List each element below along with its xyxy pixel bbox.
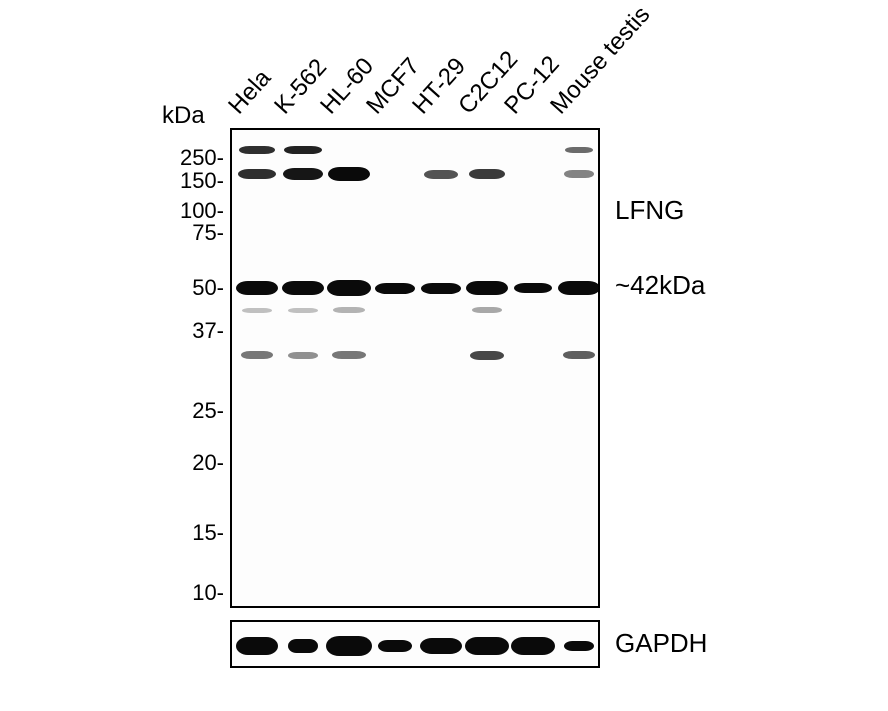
lane-labels-group: HelaK-562HL-60MCF7HT-29C2C12PC-12Mouse t… bbox=[230, 10, 650, 120]
band bbox=[282, 281, 324, 295]
mw-marker: 37- bbox=[164, 318, 224, 344]
band bbox=[327, 280, 371, 296]
mw-marker: 50- bbox=[164, 275, 224, 301]
band bbox=[563, 351, 595, 359]
band bbox=[284, 146, 322, 154]
mw-marker: 20- bbox=[164, 450, 224, 476]
band bbox=[421, 283, 461, 294]
band bbox=[288, 308, 318, 313]
band bbox=[564, 170, 594, 178]
band bbox=[466, 281, 508, 295]
band bbox=[565, 147, 593, 153]
band bbox=[326, 636, 372, 656]
figure-container: kDa HelaK-562HL-60MCF7HT-29C2C12PC-12Mou… bbox=[130, 10, 850, 700]
band bbox=[420, 638, 462, 654]
target-size-label: ~42kDa bbox=[615, 270, 705, 301]
band bbox=[470, 351, 504, 360]
mw-marker: 10- bbox=[164, 580, 224, 606]
band bbox=[328, 167, 370, 181]
band bbox=[469, 169, 505, 179]
target-label-lfng: LFNG bbox=[615, 195, 684, 226]
band bbox=[472, 307, 502, 313]
band bbox=[241, 351, 273, 359]
band bbox=[424, 170, 458, 179]
band bbox=[288, 639, 318, 653]
band bbox=[375, 283, 415, 294]
main-blot bbox=[230, 128, 600, 608]
gapdh-blot bbox=[230, 620, 600, 668]
lane-label: Mouse testis bbox=[545, 1, 656, 120]
band bbox=[465, 637, 509, 655]
mw-marker: 15- bbox=[164, 520, 224, 546]
band bbox=[236, 637, 278, 655]
band bbox=[288, 352, 318, 359]
band bbox=[239, 146, 275, 154]
band bbox=[511, 637, 555, 655]
kda-unit-label: kDa bbox=[162, 102, 205, 130]
band bbox=[378, 640, 412, 652]
mw-marker: 150- bbox=[164, 168, 224, 194]
lane-label: K-562 bbox=[269, 54, 333, 120]
band bbox=[332, 351, 366, 359]
band bbox=[242, 308, 272, 313]
band bbox=[283, 168, 323, 180]
band bbox=[558, 281, 600, 295]
band bbox=[236, 281, 278, 295]
mw-marker: 75- bbox=[164, 220, 224, 246]
mw-marker: 25- bbox=[164, 398, 224, 424]
band bbox=[238, 169, 276, 179]
band bbox=[514, 283, 552, 293]
band bbox=[564, 641, 594, 651]
lane-label: Hela bbox=[223, 65, 277, 120]
band bbox=[333, 307, 365, 313]
gapdh-label: GAPDH bbox=[615, 628, 707, 659]
